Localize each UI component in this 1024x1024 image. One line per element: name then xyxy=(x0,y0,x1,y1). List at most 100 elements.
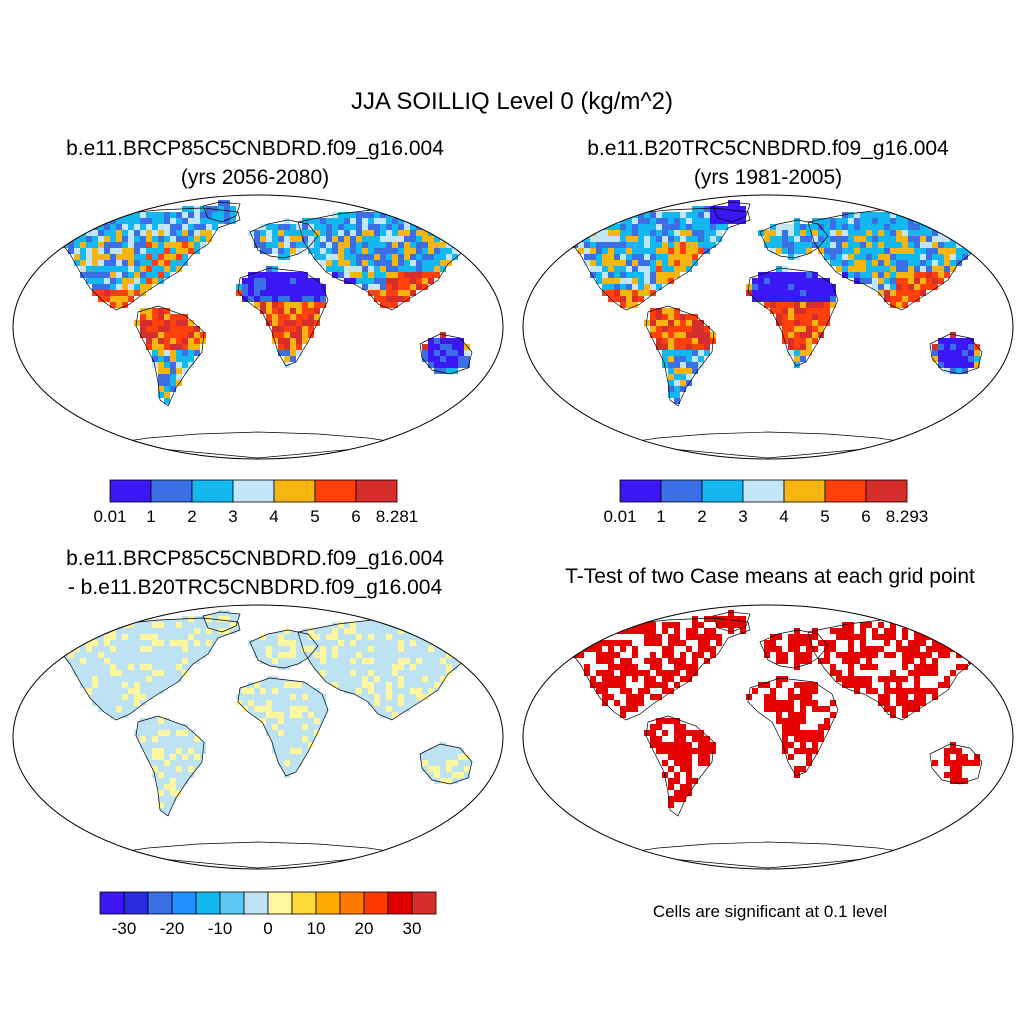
grid-cell xyxy=(170,218,176,224)
grid-cell xyxy=(944,628,950,634)
grid-cell xyxy=(356,254,362,260)
grid-cell xyxy=(626,230,632,236)
grid-cell xyxy=(92,278,98,284)
grid-cell xyxy=(86,688,92,694)
grid-cell xyxy=(860,272,866,278)
grid-cell xyxy=(824,236,830,242)
grid-cell xyxy=(422,242,428,248)
grid-cell xyxy=(176,748,182,754)
grid-cell xyxy=(584,260,590,266)
grid-cell xyxy=(866,212,872,218)
coastline-africa xyxy=(747,267,839,367)
grid-cell xyxy=(620,676,626,682)
colorbar-label: 4 xyxy=(779,507,788,526)
grid-cell xyxy=(332,230,338,236)
grid-cell xyxy=(356,670,362,676)
grid-cell xyxy=(98,646,104,652)
grid-cell xyxy=(188,362,194,368)
grid-cell xyxy=(716,212,722,218)
grid-cell xyxy=(374,236,380,242)
grid-cell xyxy=(974,356,980,362)
grid-cell xyxy=(584,670,590,676)
grid-cell xyxy=(272,736,278,742)
grid-cell xyxy=(68,640,74,646)
grid-cell xyxy=(836,230,842,236)
grid-cell xyxy=(842,248,848,254)
grid-cell xyxy=(80,236,86,242)
grid-cell xyxy=(956,628,962,634)
grid-cell xyxy=(926,278,932,284)
grid-cell xyxy=(350,670,356,676)
grid-cell xyxy=(980,230,986,236)
grid-cell xyxy=(452,356,458,362)
grid-cell xyxy=(686,212,692,218)
grid-cell xyxy=(176,652,182,658)
grid-cell xyxy=(386,272,392,278)
grid-cell xyxy=(962,248,968,254)
grid-cell xyxy=(158,392,164,398)
grid-cell xyxy=(398,206,404,212)
grid-cell xyxy=(284,290,290,296)
grid-cell xyxy=(704,748,710,754)
grid-cell xyxy=(470,640,476,646)
grid-cell xyxy=(428,266,434,272)
grid-cell xyxy=(848,224,854,230)
grid-cell xyxy=(590,272,596,278)
grid-cell xyxy=(170,254,176,260)
grid-cell xyxy=(320,254,326,260)
grid-cell xyxy=(152,260,158,266)
grid-cell xyxy=(308,730,314,736)
grid-cell xyxy=(830,712,836,718)
grid-cell xyxy=(884,676,890,682)
grid-cell xyxy=(74,634,80,640)
grid-cell xyxy=(152,272,158,278)
grid-cell xyxy=(248,284,254,290)
grid-cell xyxy=(608,278,614,284)
grid-cell xyxy=(824,242,830,248)
grid-cell xyxy=(302,706,308,712)
grid-cell xyxy=(80,242,86,248)
grid-cell xyxy=(284,706,290,712)
grid-cell xyxy=(902,694,908,700)
colorbar-swatch xyxy=(150,479,193,503)
grid-cell xyxy=(398,646,404,652)
grid-cell xyxy=(668,344,674,350)
grid-cell xyxy=(86,670,92,676)
grid-cell xyxy=(350,658,356,664)
grid-cell xyxy=(284,712,290,718)
colorbar-swatch xyxy=(191,479,234,503)
grid-cell xyxy=(830,242,836,248)
grid-cell xyxy=(656,736,662,742)
grid-cell xyxy=(194,338,200,344)
grid-cell xyxy=(398,634,404,640)
grid-cell xyxy=(884,640,890,646)
grid-cell xyxy=(254,236,260,242)
grid-cell xyxy=(782,242,788,248)
grid-cell xyxy=(902,634,908,640)
grid-cell xyxy=(158,350,164,356)
grid-cell xyxy=(968,640,974,646)
grid-cell xyxy=(344,622,350,628)
grid-cell xyxy=(776,706,782,712)
grid-cell xyxy=(116,652,122,658)
grid-cell xyxy=(176,730,182,736)
grid-cell xyxy=(146,676,152,682)
grid-cell xyxy=(698,736,704,742)
colorbar-label: 2 xyxy=(187,507,196,526)
grid-cell xyxy=(938,254,944,260)
grid-cell xyxy=(638,236,644,242)
grid-cell xyxy=(686,338,692,344)
grid-cell xyxy=(380,242,386,248)
grid-cell xyxy=(938,652,944,658)
grid-cell xyxy=(848,230,854,236)
coastline-antarctica xyxy=(617,841,919,869)
grid-cell xyxy=(404,634,410,640)
grid-cell xyxy=(110,224,116,230)
grid-cell xyxy=(890,218,896,224)
grid-cell xyxy=(350,218,356,224)
grid-cell xyxy=(110,278,116,284)
grid-cell xyxy=(830,302,836,308)
grid-cell xyxy=(92,664,98,670)
grid-cell xyxy=(818,658,824,664)
grid-cell xyxy=(128,218,134,224)
